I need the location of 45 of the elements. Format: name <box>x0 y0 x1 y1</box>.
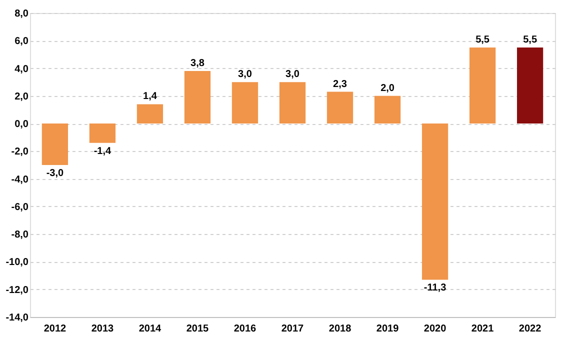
bar <box>469 48 496 124</box>
data-label: -1,4 <box>94 146 112 157</box>
bar <box>279 82 306 124</box>
x-tick-label: 2018 <box>328 324 352 334</box>
bar <box>89 124 116 143</box>
x-tick-label: 2017 <box>281 324 304 334</box>
y-tick-label: 8,0 <box>14 8 29 20</box>
x-tick-label: 2022 <box>518 324 542 334</box>
data-label: 2,0 <box>380 82 395 94</box>
bar <box>374 96 401 124</box>
bar <box>326 92 354 124</box>
data-label: 2,3 <box>333 78 348 90</box>
x-tick-label: 2014 <box>138 324 162 334</box>
x-tick-label: 2015 <box>186 324 210 334</box>
x-tick-label: 2013 <box>91 324 114 334</box>
x-tick-label: 2016 <box>234 324 257 334</box>
bar <box>422 124 448 280</box>
bar <box>516 48 544 124</box>
data-label: -3,0 <box>46 168 64 179</box>
y-tick-label: -8,0 <box>11 230 29 241</box>
bar <box>184 71 211 124</box>
y-tick-label: -6,0 <box>11 202 29 213</box>
data-label: 3,0 <box>286 69 300 80</box>
y-tick-label: -14,0 <box>6 312 29 324</box>
y-tick-label: 4,0 <box>14 64 29 75</box>
data-label: 3,0 <box>238 69 252 80</box>
x-tick-label: 2020 <box>424 324 447 334</box>
bar <box>232 82 258 124</box>
data-label: -11,3 <box>424 282 447 294</box>
y-tick-label: -4,0 <box>11 174 29 186</box>
data-label: 3,8 <box>190 58 205 70</box>
bar <box>42 124 68 165</box>
data-label: 5,5 <box>523 34 538 46</box>
y-tick-label: -2,0 <box>11 146 29 158</box>
x-tick-label: 2012 <box>44 324 67 334</box>
y-tick-label: -10,0 <box>6 257 29 268</box>
y-tick-label: 6,0 <box>14 36 29 48</box>
bar <box>136 104 164 124</box>
data-label: 1,4 <box>143 91 158 102</box>
y-tick-label: 0,0 <box>14 119 29 130</box>
x-tick-label: 2021 <box>471 324 494 334</box>
data-label: 5,5 <box>476 34 490 46</box>
y-tick-label: 2,0 <box>14 91 29 102</box>
x-tick-label: 2019 <box>376 324 400 334</box>
y-tick-label: -12,0 <box>6 284 29 296</box>
